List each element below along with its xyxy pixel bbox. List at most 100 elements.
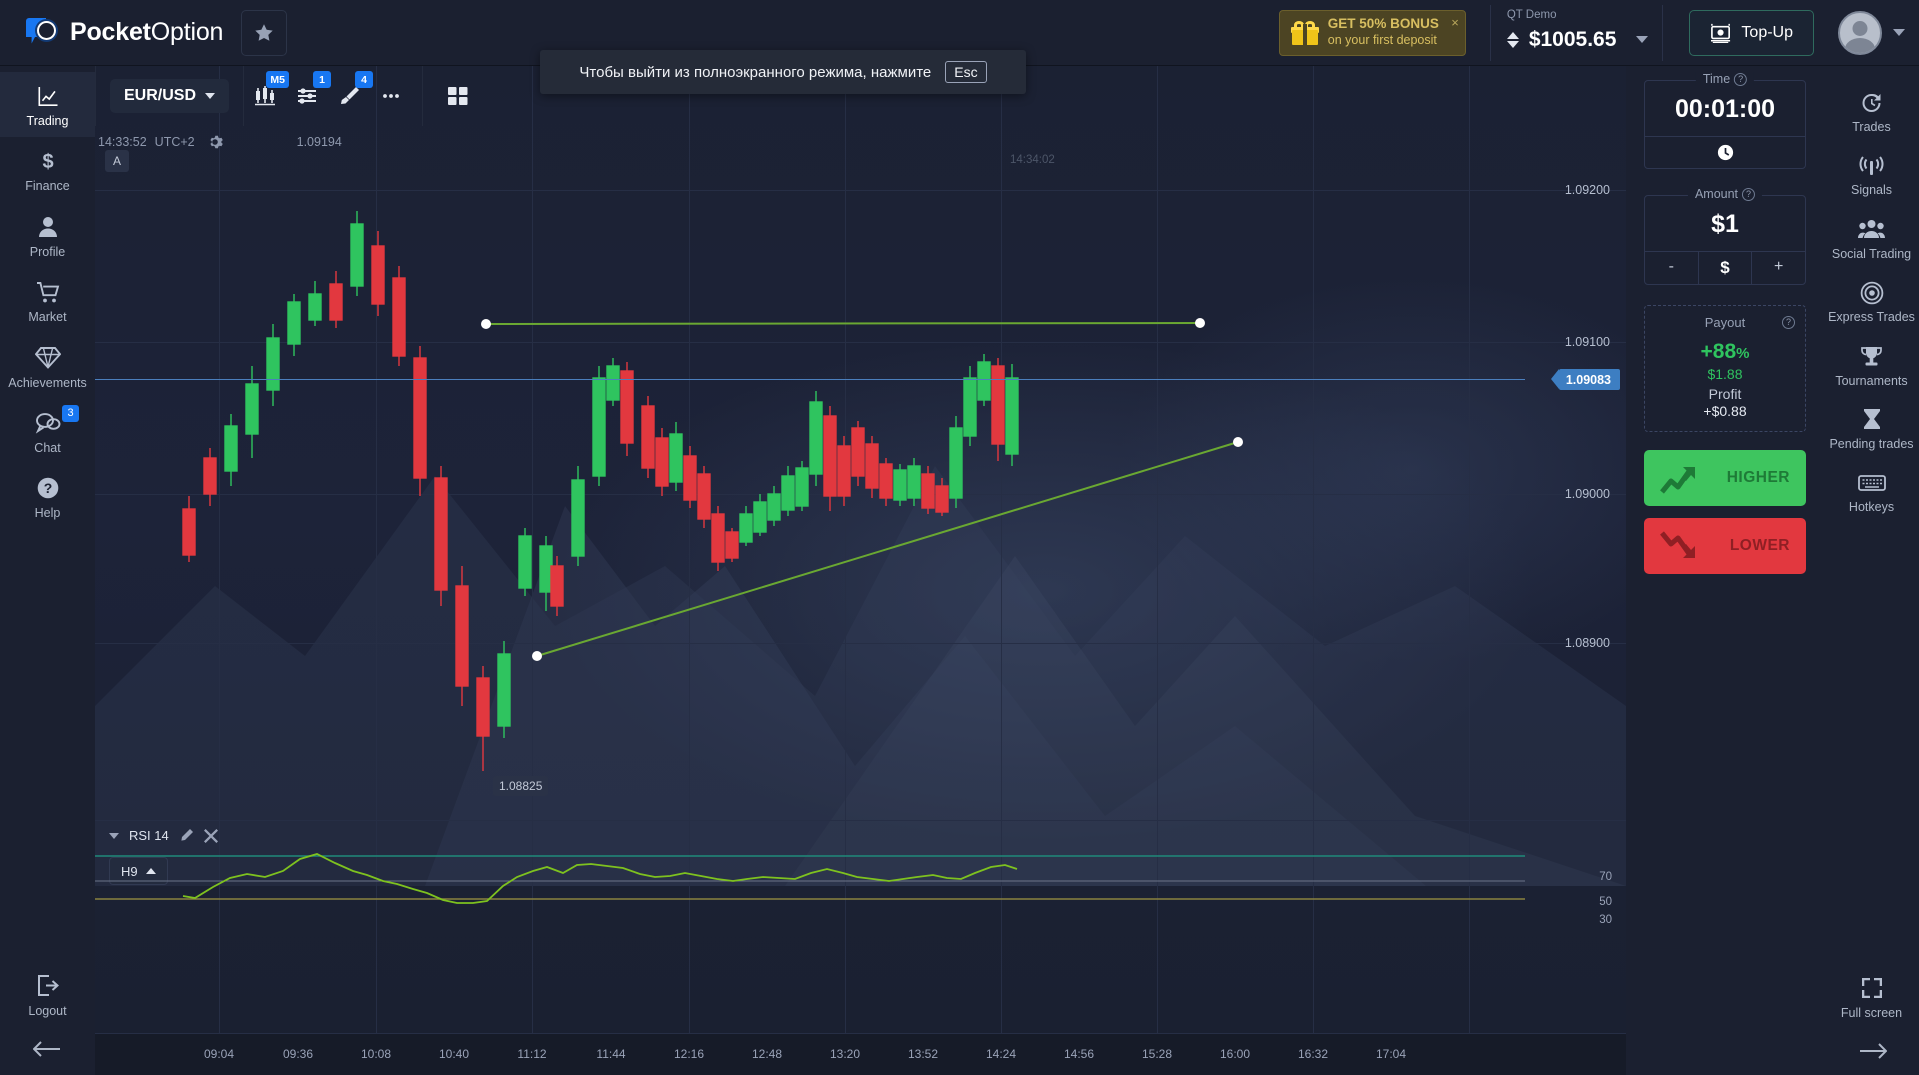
pocketoption-logo-icon — [26, 17, 60, 48]
amount-currency-button[interactable]: $ — [1697, 252, 1752, 284]
rightbar-item-trades[interactable]: Trades — [1824, 80, 1919, 143]
bonus-text: GET 50% BONUS on your first deposit — [1328, 16, 1439, 49]
rightbar-item-social-trading[interactable]: Social Trading — [1824, 207, 1919, 270]
rsi-header: RSI 14 — [95, 821, 1626, 843]
time-field[interactable]: Time ? 00:01:00 — [1644, 72, 1806, 169]
esc-key-badge: Esc — [945, 61, 987, 83]
time-help-icon[interactable]: ? — [1734, 72, 1748, 86]
rightbar-item-tournaments[interactable]: Tournaments — [1824, 334, 1919, 397]
keyboard-icon — [1857, 470, 1886, 495]
amount-legend-label: Amount — [1694, 187, 1739, 201]
sidebar-item-market[interactable]: Market — [0, 268, 95, 333]
layout-grid-button[interactable] — [439, 79, 477, 113]
amount-stepper: - $ + — [1645, 251, 1805, 284]
sidebar-item-achievements[interactable]: Achievements — [0, 334, 95, 399]
rightbar-item-pending-trades[interactable]: Pending trades — [1824, 397, 1919, 460]
timeframe-range-button[interactable]: H9 — [109, 857, 168, 885]
user-menu[interactable] — [1838, 10, 1905, 55]
account-selector[interactable]: QT Demo $1005.65 — [1489, 4, 1664, 61]
caret-down-icon[interactable] — [109, 832, 119, 839]
amount-value[interactable]: $1 — [1711, 210, 1739, 238]
chevron-down-icon[interactable] — [1636, 36, 1649, 43]
fullscreen-label: Full screen — [1840, 1005, 1903, 1020]
bonus-line-2: on your first deposit — [1327, 33, 1437, 48]
updown-arrows-icon — [1506, 31, 1519, 48]
time-legend-label: Time — [1702, 72, 1731, 86]
bonus-banner[interactable]: GET 50% BONUS on your first deposit × — [1278, 9, 1466, 56]
history-clock-icon — [1860, 90, 1883, 115]
bonus-line-1: GET 50% BONUS — [1327, 16, 1439, 32]
caret-up-icon — [145, 868, 156, 874]
drawing-tools-button[interactable]: 4 — [330, 71, 374, 113]
close-icon[interactable] — [203, 828, 218, 843]
trade-panel: Time ? 00:01:00 Amount ? $1 - $ + — [1626, 66, 1824, 1075]
chevron-down-icon — [205, 93, 216, 99]
chart-meta-row: 14:33:52 UTC+2 1.09194 — [95, 126, 342, 158]
chart-area[interactable]: EUR/USD M5 1 4 — [95, 66, 1626, 1075]
bonus-close-icon[interactable]: × — [1451, 14, 1459, 30]
time-tick: 10:40 — [438, 1047, 470, 1061]
price-tick: 1.08900 — [1564, 636, 1610, 650]
time-tick: 13:52 — [907, 1047, 939, 1061]
chat-badge: 3 — [62, 404, 79, 422]
symbol-selector[interactable]: EUR/USD — [110, 79, 230, 113]
topbar-right-group: GET 50% BONUS on your first deposit × QT… — [1278, 4, 1919, 61]
amount-help-icon[interactable]: ? — [1742, 187, 1756, 201]
time-value[interactable]: 00:01:00 — [1674, 95, 1776, 123]
rightbar-item-hotkeys[interactable]: Hotkeys — [1824, 460, 1919, 523]
logout-icon — [36, 973, 60, 999]
time-tick: 11:12 — [517, 1047, 547, 1061]
sidebar-item-trading[interactable]: Trading — [0, 72, 95, 138]
chart-background — [95, 66, 1626, 1075]
hourglass-icon — [1862, 407, 1882, 432]
higher-button[interactable]: HIGHER — [1644, 450, 1806, 506]
rightbar-item-signals[interactable]: Signals — [1824, 143, 1919, 206]
trophy-icon — [1860, 344, 1883, 369]
time-tick: 12:48 — [751, 1047, 783, 1061]
avatar[interactable] — [1838, 10, 1882, 55]
chart-alert-flag-button[interactable]: A — [105, 150, 129, 172]
rsi-label: RSI 14 — [129, 828, 169, 843]
sidebar-item-help[interactable]: ? Help — [0, 464, 95, 529]
favorites-button[interactable] — [241, 9, 288, 56]
chart-last-price: 1.09194 — [296, 135, 342, 149]
settings-badge: 1 — [313, 71, 332, 88]
amount-field[interactable]: Amount ? $1 - $ + — [1644, 187, 1806, 285]
arrow-down-trend-icon — [1660, 531, 1695, 558]
sidebar-item-profile[interactable]: Profile — [0, 203, 95, 268]
chevron-down-icon[interactable] — [1893, 29, 1905, 36]
time-axis: 09:04 09:36 10:08 10:40 11:12 11:44 12:1… — [95, 1033, 1626, 1075]
fullscreen-button[interactable]: Full screen — [1824, 966, 1919, 1029]
sidebar-item-finance[interactable]: $ Finance — [0, 137, 95, 202]
amount-decrease-button[interactable]: - — [1668, 258, 1674, 275]
fullscreen-exit-toast: Чтобы выйти из полноэкранного режима, на… — [540, 50, 1026, 94]
expand-icon — [1860, 976, 1884, 1001]
chart-type-button[interactable]: M5 — [246, 71, 290, 113]
time-tick: 10:08 — [360, 1047, 392, 1061]
top-up-label: Top-Up — [1741, 23, 1793, 41]
chart-settings-gear-button[interactable] — [207, 134, 223, 150]
chart-settings-button[interactable]: 1 — [288, 71, 332, 113]
time-tick: 16:32 — [1297, 1047, 1329, 1061]
rsi-indicator-pane[interactable]: RSI 14 70 50 30 — [95, 820, 1626, 964]
time-mode-button[interactable] — [1645, 136, 1805, 168]
gear-icon — [210, 135, 223, 149]
sidebar-item-chat[interactable]: 3 Chat — [0, 399, 95, 464]
time-legend: Time ? — [1695, 72, 1755, 86]
account-type-label: QT Demo — [1506, 8, 1557, 21]
payout-help-icon[interactable]: ? — [1782, 316, 1795, 329]
top-up-button[interactable]: Top-Up — [1689, 9, 1814, 56]
rightbar-item-express-trades[interactable]: Express Trades — [1824, 270, 1919, 333]
expand-sidebar-button[interactable] — [1824, 1029, 1919, 1065]
amount-increase-button[interactable]: + — [1751, 252, 1805, 284]
collapse-sidebar-button[interactable] — [0, 1027, 95, 1063]
lower-button[interactable]: LOWER — [1644, 518, 1806, 574]
pencil-icon[interactable] — [179, 828, 194, 843]
brand-logo[interactable]: PocketOption — [0, 17, 223, 48]
rsi-level: 70 — [1599, 871, 1612, 883]
cart-icon — [36, 279, 60, 305]
more-options-button[interactable] — [372, 79, 410, 113]
rightbar-item-label: Express Trades — [1828, 310, 1915, 325]
logout-button[interactable]: Logout — [0, 962, 95, 1027]
